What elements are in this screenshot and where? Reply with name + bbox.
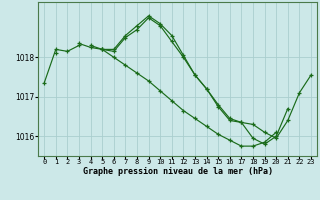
- X-axis label: Graphe pression niveau de la mer (hPa): Graphe pression niveau de la mer (hPa): [83, 167, 273, 176]
